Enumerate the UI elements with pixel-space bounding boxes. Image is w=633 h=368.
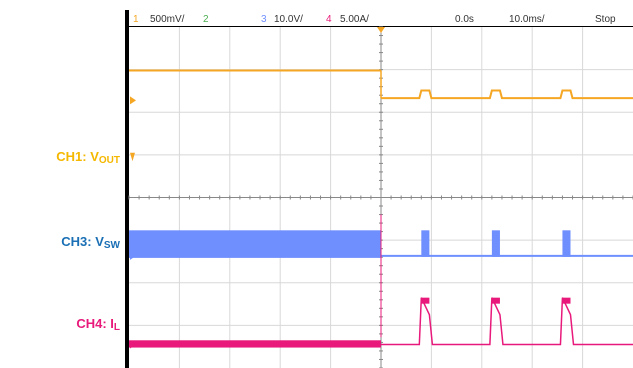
ch3-label-main: CH3: V: [61, 234, 104, 249]
ch4-burst-cap: [562, 297, 571, 304]
ch1-trace-post-trigger: [381, 89, 633, 100]
header-ch3-scale: 10.0V/: [274, 14, 303, 25]
header-ch2-number: 2: [203, 14, 209, 25]
header-ch3-number: 3: [261, 14, 267, 25]
trigger-level-marker: [130, 152, 135, 162]
header-ch1-number: 1: [133, 14, 139, 25]
ch4-label-main: CH4: I: [76, 316, 114, 331]
trigger-position-marker: [377, 27, 385, 33]
header-ch1-scale: 500mV/: [150, 14, 185, 25]
ch3-burst: [491, 230, 500, 257]
oscilloscope-plot: 1 500mV/ 2 3 10.0V/ 4 5.00A/ 0.0s 10.0ms…: [125, 10, 633, 368]
ch4-burst-cap: [421, 297, 430, 304]
ch3-burst: [421, 230, 430, 257]
header-time-offset: 0.0s: [455, 14, 474, 25]
ch4-ground-marker: [130, 340, 136, 349]
scope-header-bar: [129, 10, 633, 26]
ch1-ground-marker: [130, 96, 136, 105]
header-run-state: Stop: [595, 14, 616, 25]
header-timebase: 10.0ms/: [509, 14, 545, 25]
ch4-ripple-band: [129, 340, 381, 348]
ch4-il-label: CH4: IL: [0, 316, 120, 333]
ch3-label-sub: SW: [103, 240, 120, 251]
ch1-label-sub: OUT: [98, 155, 120, 166]
ch4-label-sub: L: [113, 322, 120, 333]
ch4-burst-cap: [491, 297, 500, 304]
scope-markers: [130, 27, 385, 349]
header-ch4-scale: 5.00A/: [340, 14, 369, 25]
scope-traces: [129, 69, 633, 348]
ch1-label-main: CH1: V: [56, 149, 99, 164]
ch3-switching-envelope: [129, 230, 381, 258]
header-ch4-number: 4: [326, 14, 332, 25]
oscilloscope-screen: 1 500mV/ 2 3 10.0V/ 4 5.00A/ 0.0s 10.0ms…: [125, 10, 633, 368]
ch1-vout-label: CH1: VOUT: [0, 149, 120, 166]
ch3-ground-marker: [130, 251, 136, 260]
ch3-vsw-label: CH3: VSW: [0, 234, 120, 251]
ch3-burst: [562, 230, 571, 257]
